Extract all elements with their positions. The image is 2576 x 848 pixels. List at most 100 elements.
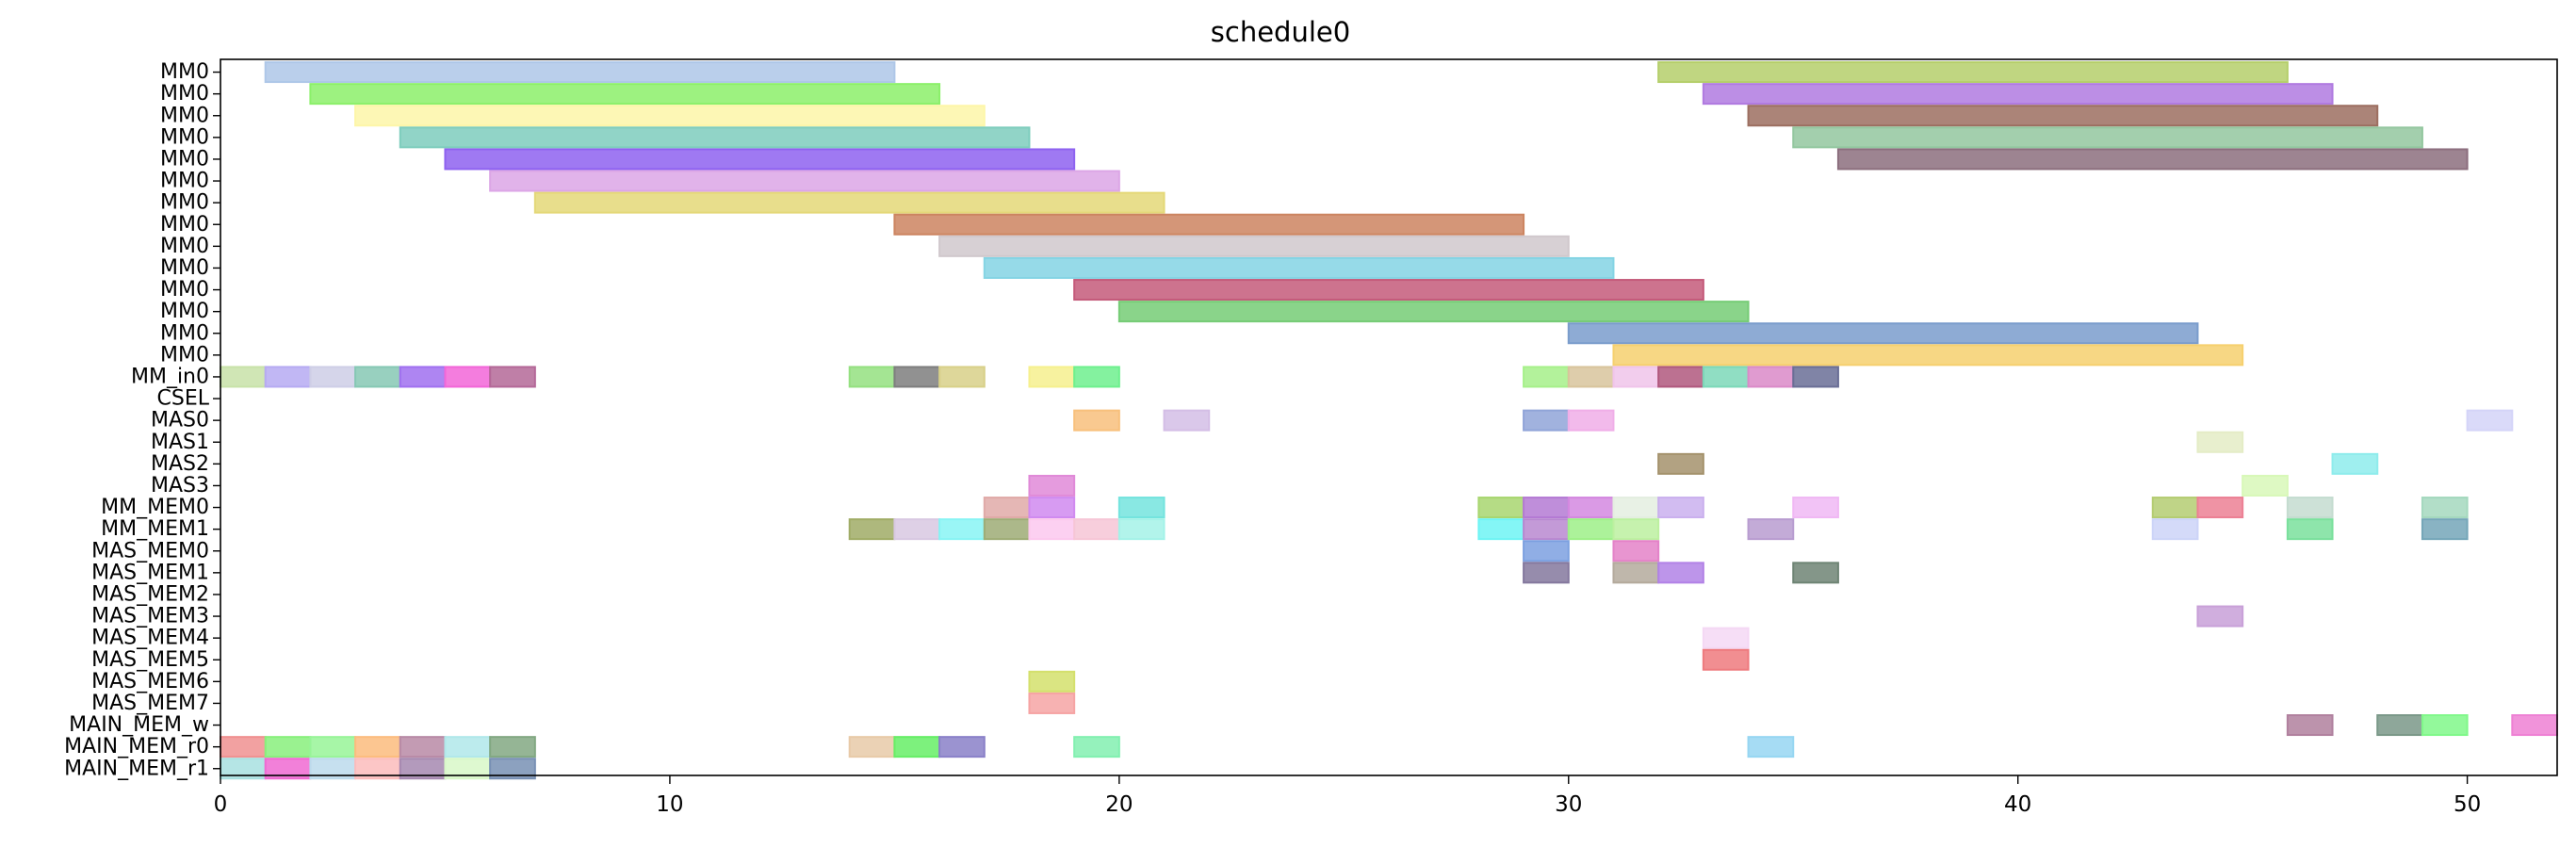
task-bar	[444, 736, 492, 758]
y-tick-label: MAS_MEM7	[91, 692, 209, 715]
task-bar	[1073, 366, 1120, 388]
task-bar	[1747, 105, 2379, 127]
task-bar	[893, 736, 941, 758]
task-bar	[1567, 409, 1615, 432]
task-bar	[1657, 562, 1704, 584]
task-bar	[1567, 518, 1615, 541]
task-bar	[2196, 431, 2244, 453]
task-bar	[1567, 366, 1615, 388]
task-bar	[1612, 562, 1660, 584]
y-tick-label: MAS_MEM1	[91, 561, 209, 584]
task-bar	[1657, 61, 2289, 84]
task-bar	[1567, 497, 1615, 519]
y-tick-label: MM0	[160, 278, 209, 302]
task-bar	[1792, 497, 1839, 519]
task-bar	[1657, 452, 1704, 475]
task-bar	[444, 366, 492, 388]
task-bar	[1117, 518, 1166, 541]
task-bar	[220, 366, 267, 388]
task-bar	[533, 191, 1166, 214]
task-bar	[489, 170, 1120, 192]
task-bar	[309, 83, 941, 106]
y-tick-label: MM_MEM0	[101, 496, 209, 519]
x-tick-label: 20	[1105, 792, 1133, 817]
task-bar	[848, 366, 896, 388]
task-bar	[1612, 540, 1660, 563]
task-bar	[1477, 497, 1525, 519]
task-bar	[264, 366, 312, 388]
y-tick-label: MM0	[160, 191, 209, 215]
task-bar	[2151, 497, 2199, 519]
x-tick-label: 40	[2004, 792, 2031, 817]
row-labels: MM0MM0MM0MM0MM0MM0MM0MM0MM0MM0MM0MM0MM0M…	[64, 60, 220, 780]
task-bar	[264, 736, 312, 758]
task-bar	[1612, 518, 1660, 541]
task-bar	[1523, 409, 1570, 432]
y-tick-label: MAS_MEM3	[91, 605, 209, 628]
task-bar	[2421, 518, 2469, 541]
task-bar	[1792, 562, 1839, 584]
task-bar	[1073, 409, 1120, 432]
task-bar	[309, 736, 357, 758]
task-bar	[848, 518, 896, 541]
y-tick-label: MAIN_MEM_r1	[64, 757, 209, 780]
task-bar	[354, 366, 401, 388]
y-tick-label: MM_MEM1	[101, 517, 209, 541]
task-bar	[1702, 366, 1750, 388]
task-bar	[1612, 497, 1660, 519]
task-bar	[938, 235, 1570, 257]
task-bar	[1117, 301, 1750, 323]
y-tick-label: MM0	[160, 60, 209, 84]
y-tick-label: MAIN_MEM_r0	[64, 735, 209, 758]
y-tick-label: MM0	[160, 213, 209, 236]
y-tick-label: MAS_MEM6	[91, 670, 209, 693]
task-bar	[1702, 83, 2334, 106]
task-bar	[2331, 452, 2379, 475]
task-bar	[1028, 366, 1076, 388]
task-bar	[1028, 474, 1076, 497]
y-tick-label: MAS_MEM4	[91, 627, 209, 650]
task-bar	[983, 497, 1031, 519]
x-tick-label: 0	[214, 792, 228, 817]
task-bar	[1612, 366, 1660, 388]
y-tick-label: MAS2	[151, 452, 209, 476]
task-bars	[220, 61, 2558, 780]
task-bar	[2421, 714, 2469, 737]
task-bar	[893, 518, 941, 541]
task-bar	[2196, 605, 2244, 628]
task-bar	[2421, 497, 2469, 519]
task-bar	[264, 61, 896, 84]
task-bar	[2286, 497, 2334, 519]
task-bar	[399, 736, 447, 758]
task-bar	[2196, 497, 2244, 519]
x-tick-label: 50	[2454, 792, 2481, 817]
task-bar	[1657, 497, 1704, 519]
task-bar	[983, 518, 1031, 541]
task-bar	[938, 518, 986, 541]
y-tick-label: MAS0	[151, 409, 209, 432]
task-bar	[2151, 518, 2199, 541]
task-bar	[1523, 540, 1570, 563]
task-bar	[2511, 714, 2558, 737]
task-bar	[848, 736, 896, 758]
task-bar	[1747, 736, 1795, 758]
task-bar	[1163, 409, 1211, 432]
y-tick-label: MAS3	[151, 474, 209, 497]
task-bar	[309, 366, 357, 388]
task-bar	[1702, 648, 1750, 671]
y-tick-label: MM0	[160, 256, 209, 280]
y-tick-label: MM_in0	[131, 365, 209, 388]
task-bar	[1117, 497, 1166, 519]
task-bar	[1523, 518, 1570, 541]
task-bar	[2286, 714, 2334, 737]
task-bar	[354, 736, 401, 758]
task-bar	[1702, 627, 1750, 649]
task-bar	[1657, 366, 1704, 388]
x-axis-ticks: 0 10 20 30 40 50	[214, 775, 2481, 817]
task-bar	[2376, 714, 2423, 737]
plot-frame	[220, 58, 2558, 776]
y-tick-label: MM0	[160, 235, 209, 258]
task-bar	[1028, 497, 1076, 519]
y-tick-label: MM0	[160, 104, 209, 127]
